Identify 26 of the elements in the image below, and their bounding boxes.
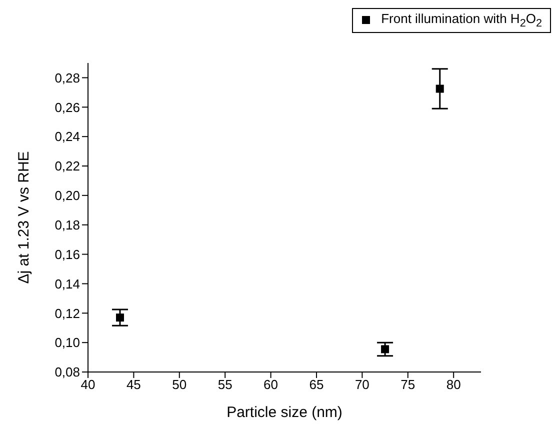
x-axis-title: Particle size (nm) xyxy=(226,404,342,421)
y-tick-label: 0,14 xyxy=(54,276,80,292)
x-tick-label: 55 xyxy=(218,377,232,392)
y-tick-label: 0,16 xyxy=(54,246,80,262)
x-tick-label: 75 xyxy=(400,377,416,392)
y-axis-title: Δj at 1.23 V vs RHE xyxy=(15,151,32,284)
y-tick-label: 0,20 xyxy=(54,188,80,204)
y-tick-label: 0,08 xyxy=(54,364,80,380)
y-tick-label: 0,28 xyxy=(54,70,80,86)
x-tick-label: 50 xyxy=(172,377,187,392)
legend-label: Front illumination with H$_{2}$O$_{2}$ xyxy=(381,11,542,30)
x-tick-label: 60 xyxy=(264,377,278,392)
x-tick-label: 45 xyxy=(126,377,141,392)
y-tick-label: 0,10 xyxy=(54,335,80,350)
y-tick-label: 0,12 xyxy=(54,306,80,321)
x-tick-label: 80 xyxy=(446,377,461,392)
x-tick-label: 70 xyxy=(354,377,370,392)
point xyxy=(381,345,390,354)
y-tick-label: 0,18 xyxy=(54,217,80,232)
y-tick-label: 0,26 xyxy=(54,100,80,115)
x-tick-label: 40 xyxy=(80,377,96,392)
y-tick-label: 0,24 xyxy=(54,129,80,144)
point xyxy=(116,314,124,322)
x-tick-label: 65 xyxy=(309,377,324,392)
point xyxy=(436,84,444,93)
y-tick-label: 0,22 xyxy=(54,158,80,174)
